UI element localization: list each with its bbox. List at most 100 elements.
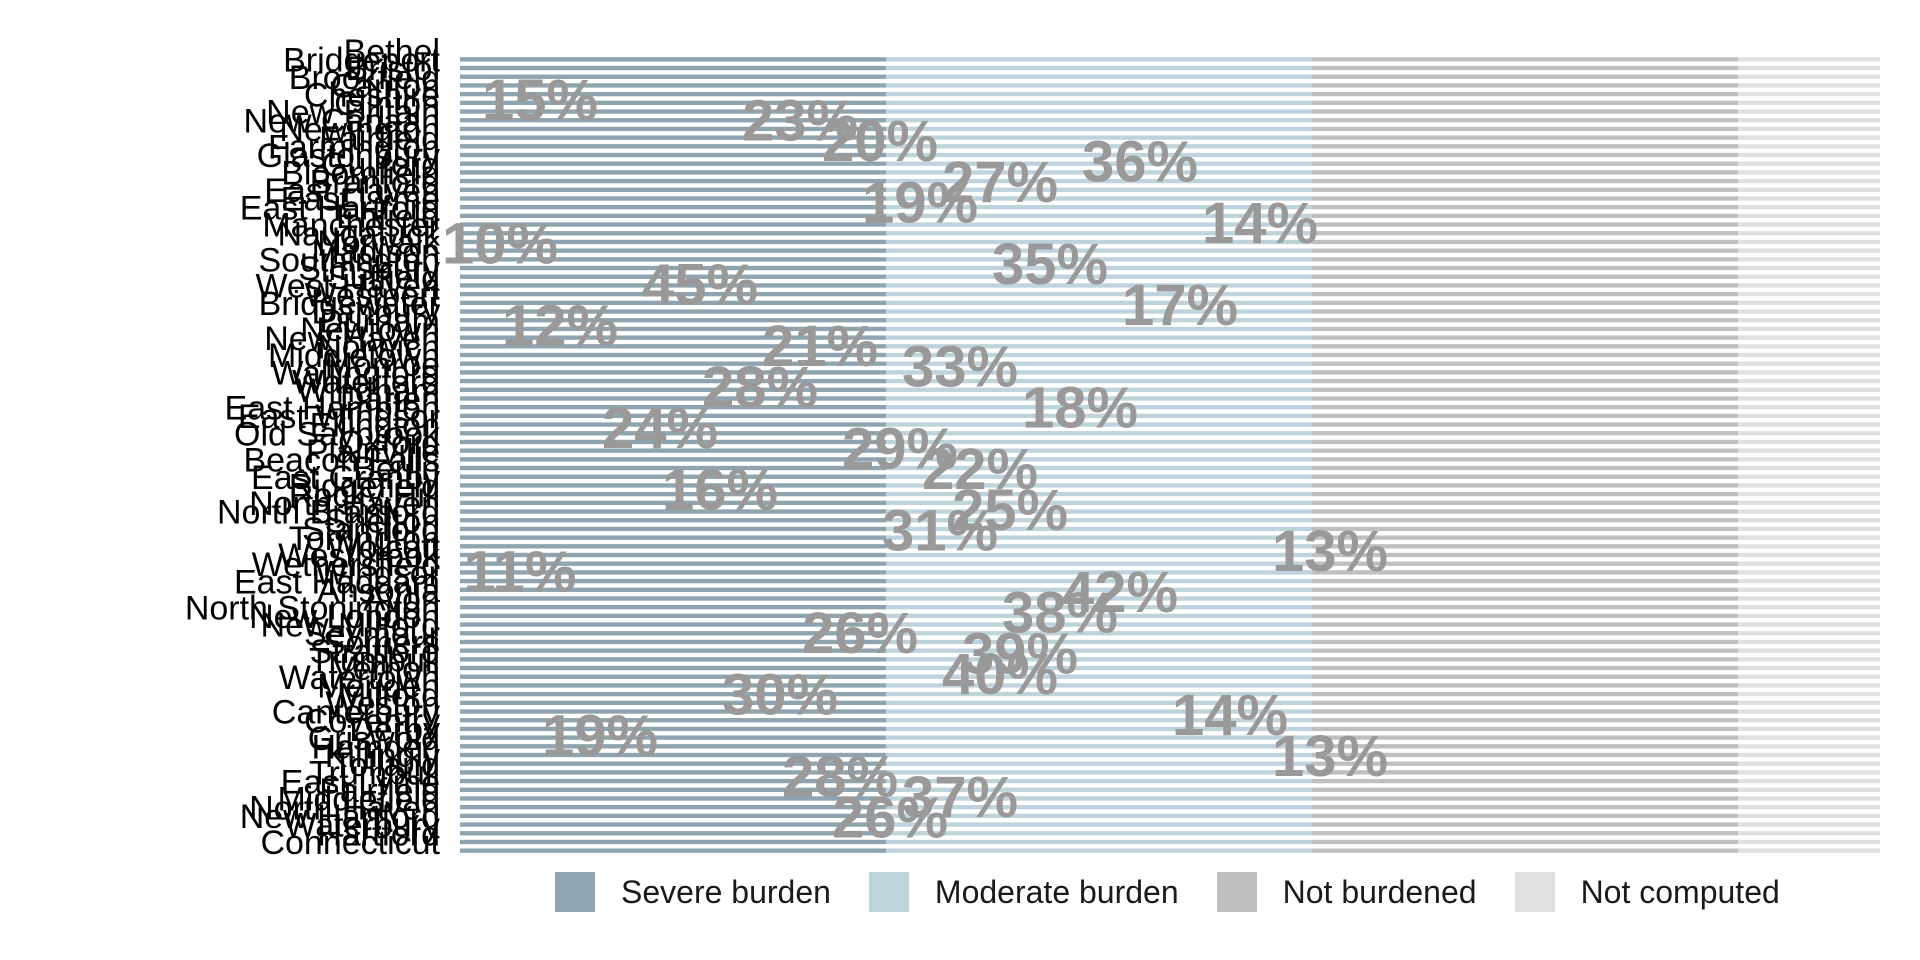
town-label: Seymour [304, 615, 440, 653]
bar-segment [1738, 300, 1880, 305]
town-label: Middletown [268, 337, 440, 375]
percent-label: 11% [464, 540, 577, 605]
bar-segment [460, 187, 886, 192]
bar-segment [1312, 344, 1738, 349]
bar-segment [886, 265, 1312, 271]
bar-segment [886, 665, 1312, 671]
bar-segment [1738, 587, 1880, 592]
bar-segment [460, 248, 886, 253]
bar-segment [460, 135, 886, 140]
bar-segment [886, 631, 1312, 636]
bar-segment [1738, 109, 1880, 114]
bar-segment [460, 831, 886, 836]
town-label: Trumbull [309, 642, 440, 680]
town-label: Brookfield [289, 59, 440, 97]
bar-segment [1738, 152, 1880, 158]
bar-segment [1312, 622, 1738, 627]
bar-segment [1738, 135, 1880, 140]
bar-segment [1738, 291, 1880, 297]
bar-segment [1312, 752, 1738, 758]
percent-label: 10% [442, 212, 558, 277]
bar-segment [886, 639, 1312, 645]
bar-segment [886, 709, 1312, 714]
bar-segment [460, 178, 886, 184]
bar-segment [1312, 83, 1738, 88]
bar-segment [1312, 657, 1738, 662]
bar-segment [1312, 683, 1738, 688]
bar-segment [1312, 222, 1738, 227]
town-label: East Hartford [240, 189, 440, 227]
town-label: Canton [330, 68, 440, 106]
bar-segment [460, 257, 886, 262]
bar-segment [460, 152, 886, 158]
bar-segment [460, 213, 886, 219]
bar-segment [1738, 544, 1880, 549]
bar-segment [460, 613, 886, 619]
bar-segment [1738, 274, 1880, 279]
bar-segment [460, 439, 886, 445]
bar-segment [460, 483, 886, 488]
percent-label: 23% [742, 89, 858, 154]
percent-label: 19% [862, 171, 978, 236]
bar-segment [1738, 648, 1880, 653]
bar-segment [1738, 622, 1880, 627]
bar-segment [886, 91, 1312, 97]
bar-segment [460, 109, 886, 114]
bar-segment [886, 370, 1312, 375]
bar-segment [460, 770, 886, 775]
bar-segment [1738, 405, 1880, 410]
bar-segment [886, 396, 1312, 401]
bar-segment [886, 657, 1312, 662]
town-label: Milford [338, 676, 440, 714]
bar-segment [886, 500, 1312, 505]
bar-segment [1312, 144, 1738, 149]
bar-segment [1738, 439, 1880, 445]
percent-label: 21% [762, 314, 878, 379]
bar-segment [1738, 170, 1880, 175]
bar-segment [1738, 491, 1880, 497]
bar-segment [886, 335, 1312, 340]
bar-segment [1738, 709, 1880, 714]
legend-label-severe: Severe burden [621, 873, 831, 910]
bar-segment [886, 170, 1312, 175]
bar-segment [460, 796, 886, 801]
bar-segment [886, 813, 1312, 819]
bar-segment [886, 735, 1312, 740]
bar-segment [1738, 370, 1880, 375]
bar-segment [886, 831, 1312, 836]
percent-label: 36% [1082, 130, 1198, 195]
bar-segment [886, 161, 1312, 166]
bar-segment [1738, 422, 1880, 427]
bar-segment [1738, 822, 1880, 827]
percent-label: 13% [1272, 724, 1388, 789]
bar-segment [460, 848, 886, 853]
town-label: East Windsor [238, 398, 440, 436]
bar-segment [1312, 578, 1738, 584]
legend-label-not-computed: Not computed [1580, 873, 1780, 910]
bar-segment [1312, 352, 1738, 358]
legend-label-not-burdened: Not burdened [1282, 873, 1477, 910]
town-label: New Haven [264, 320, 440, 358]
bar-segment [460, 700, 886, 705]
percent-labels-group: 15% 23%20% 36%27%19% 14%10% 35%45% 17%12% 21% 3… [442, 68, 1388, 851]
bar-segment [1738, 552, 1880, 558]
bar-segment [1738, 335, 1880, 340]
town-label: Simsbury [298, 250, 440, 288]
town-label: Windham [296, 372, 440, 410]
bar-segment [1738, 726, 1880, 732]
bar-segment [1312, 231, 1738, 236]
bar-segment [1738, 239, 1880, 245]
town-label: Connecticut [260, 824, 440, 860]
bar-segment [1738, 65, 1880, 71]
bar-segment [460, 665, 886, 671]
bar-segment [1312, 431, 1738, 436]
town-label: Ansonia [317, 572, 440, 610]
bar-segment [886, 778, 1312, 784]
bar-segment [460, 118, 886, 123]
bar-segment [886, 352, 1312, 358]
bar-segment [1312, 118, 1738, 123]
town-label: Killingly [325, 737, 440, 775]
bar-segment [1738, 778, 1880, 784]
bar-segment [1738, 257, 1880, 262]
bar-segment [1312, 178, 1738, 184]
